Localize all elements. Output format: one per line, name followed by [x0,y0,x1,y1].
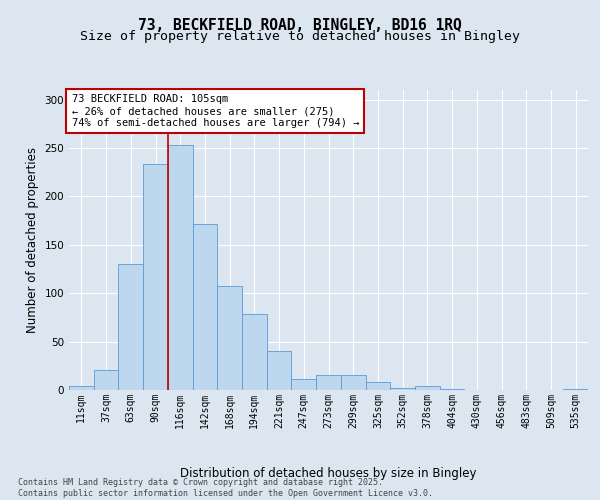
Bar [143,164,168,390]
Bar [365,382,390,390]
Bar [440,389,464,390]
Bar [94,370,118,390]
Bar [390,388,415,390]
X-axis label: Distribution of detached houses by size in Bingley: Distribution of detached houses by size … [180,467,477,480]
Bar [242,314,267,390]
Bar [415,386,440,390]
Bar [267,352,292,390]
Bar [168,145,193,390]
Bar [118,264,143,390]
Text: Contains HM Land Registry data © Crown copyright and database right 2025.
Contai: Contains HM Land Registry data © Crown c… [18,478,433,498]
Text: Size of property relative to detached houses in Bingley: Size of property relative to detached ho… [80,30,520,43]
Bar [316,374,341,390]
Text: 73 BECKFIELD ROAD: 105sqm
← 26% of detached houses are smaller (275)
74% of semi: 73 BECKFIELD ROAD: 105sqm ← 26% of detac… [71,94,359,128]
Text: 73, BECKFIELD ROAD, BINGLEY, BD16 1RQ: 73, BECKFIELD ROAD, BINGLEY, BD16 1RQ [138,18,462,32]
Bar [341,374,365,390]
Y-axis label: Number of detached properties: Number of detached properties [26,147,39,333]
Bar [193,224,217,390]
Bar [292,380,316,390]
Bar [217,286,242,390]
Bar [563,389,588,390]
Bar [69,386,94,390]
